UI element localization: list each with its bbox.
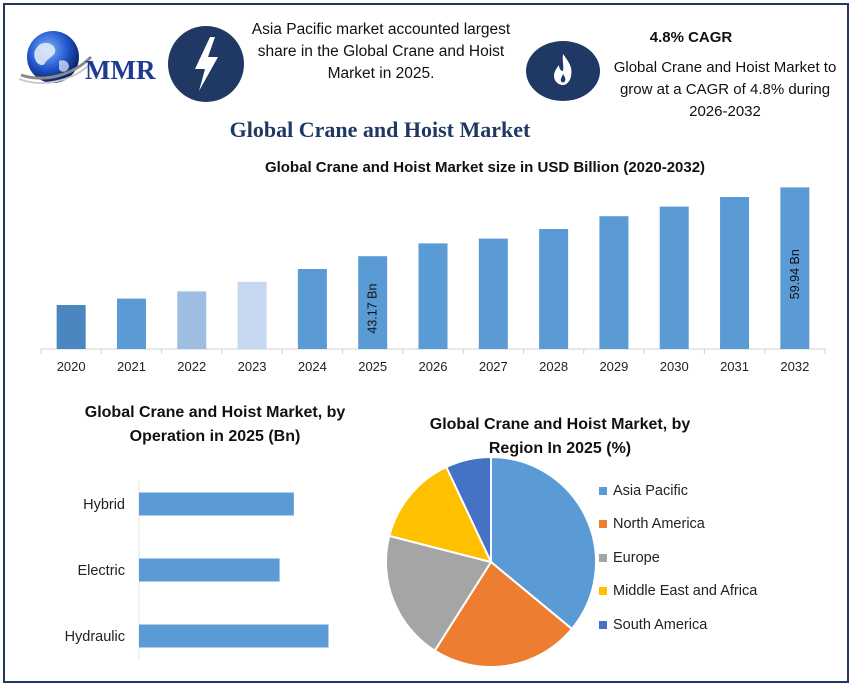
bar-2032 [780, 187, 810, 349]
hbar-hybrid [139, 492, 294, 516]
infographic-frame: MMR Asia Pacific market accounted larges… [3, 3, 849, 683]
bar-2028 [539, 229, 569, 349]
market-size-bar-chart: 2020 2021 2022 2023 2024 2025 43.17 Bn 2026 2027… [40, 187, 826, 374]
x-tick-label: 2027 [479, 359, 508, 374]
bar-2021 [116, 298, 146, 349]
pie-slice-asia-pacific [490, 455, 597, 631]
x-tick-label: 2025 [358, 359, 387, 374]
lightning-bolt-icon [168, 26, 244, 102]
legend-item: Europe [599, 550, 660, 566]
hbar-hydraulic [139, 624, 329, 648]
legend-label: Middle East and Africa [613, 583, 758, 599]
legend-swatch-asia-pacific [599, 487, 607, 495]
x-tick-label: 2021 [117, 359, 146, 374]
pie-slice-north-america [433, 560, 574, 668]
legend-item: North America [599, 516, 705, 532]
legend-item: South America [599, 617, 707, 633]
globe-logo-icon [18, 31, 94, 84]
operation-chart-title: Global Crane and Hoist Market, by Operat… [84, 404, 346, 445]
legend-swatch-europe [599, 554, 607, 562]
cagr-heading: 4.8% CAGR [649, 29, 733, 46]
x-tick-label: 2023 [238, 359, 267, 374]
bar-2026 [418, 243, 448, 349]
bar-2025 [358, 256, 388, 349]
bar-data-label: 59.94 Bn [788, 249, 802, 299]
bar-data-label: 43.17 Bn [366, 284, 380, 334]
right-callout-text: Global Crane and Hoist Market to grow at… [613, 59, 837, 120]
bar-2023 [237, 281, 267, 349]
legend-item: Asia Pacific [599, 483, 688, 499]
bar-2029 [599, 216, 629, 349]
legend-label: Europe [613, 550, 660, 566]
legend-swatch-north-america [599, 520, 607, 528]
x-tick-label: 2028 [539, 359, 568, 374]
bar-chart-title: Global Crane and Hoist Market size in US… [264, 159, 706, 176]
x-tick-label: 2020 [57, 359, 86, 374]
pie-slice-middle-east-and-africa [388, 465, 493, 564]
bar-2030 [659, 206, 689, 349]
left-callout-text: Asia Pacific market accounted largest sh… [251, 21, 511, 82]
region-pie-chart [385, 455, 597, 668]
bar-2022 [177, 291, 207, 349]
x-tick-label: 2024 [298, 359, 327, 374]
x-tick-label: 2022 [177, 359, 206, 374]
y-tick-label: Hydraulic [65, 629, 125, 645]
flame-icon [526, 41, 600, 101]
pie-slice-south-america [444, 455, 492, 563]
pie-slice-europe [385, 534, 493, 653]
x-tick-label: 2032 [780, 359, 809, 374]
legend-label: Asia Pacific [613, 483, 688, 499]
legend-swatch-south-america [599, 621, 607, 629]
bar-2020 [56, 305, 86, 349]
x-tick-label: 2026 [419, 359, 448, 374]
page-title: Global Crane and Hoist Market [229, 117, 531, 142]
y-tick-label: Electric [77, 563, 125, 579]
legend-swatch-middle-east-africa [599, 587, 607, 595]
hbar-electric [139, 558, 280, 582]
legend-label: South America [613, 617, 708, 633]
operation-bar-chart: Hybrid Electric Hydraulic [65, 480, 329, 660]
region-chart-title: Global Crane and Hoist Market, by Region… [429, 416, 691, 457]
y-tick-label: Hybrid [83, 497, 125, 513]
x-tick-label: 2030 [660, 359, 689, 374]
legend-label: North America [613, 516, 705, 532]
x-tick-label: 2031 [720, 359, 749, 374]
x-tick-label: 2029 [599, 359, 628, 374]
logo-text: MMR [85, 55, 156, 85]
legend-item: Middle East and Africa [599, 583, 757, 599]
bar-2027 [478, 238, 508, 349]
bar-2031 [720, 197, 750, 349]
bar-2024 [297, 269, 327, 349]
